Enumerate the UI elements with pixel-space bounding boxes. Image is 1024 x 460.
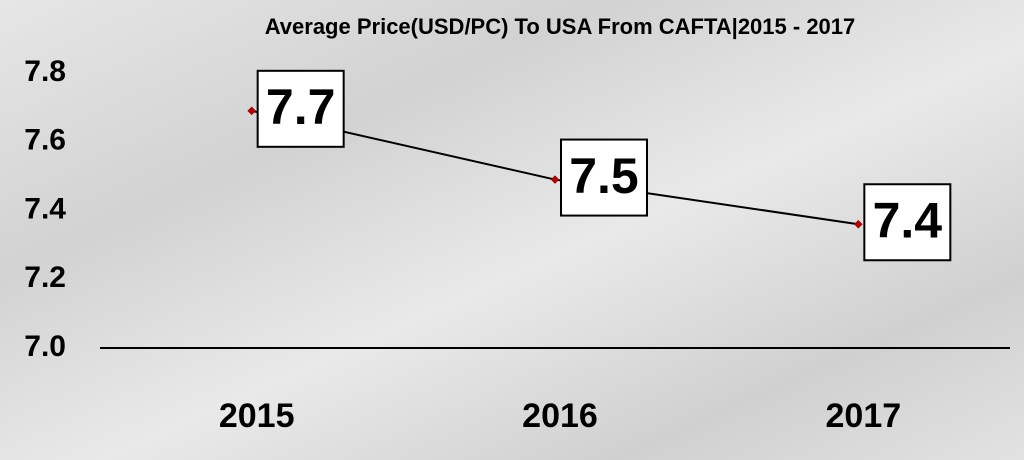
label-box (256, 69, 345, 148)
y-tick-label: 7.0 (24, 330, 66, 363)
y-tick-label: 7.2 (24, 261, 66, 294)
data-label: 7.5 (569, 148, 639, 204)
x-tick-label: 2015 (219, 397, 295, 435)
label-box (560, 138, 648, 217)
data-label: 7.7 (266, 79, 336, 135)
label-box (863, 183, 952, 262)
y-tick-label: 7.4 (24, 192, 66, 225)
marker (247, 106, 257, 116)
y-tick-label: 7.8 (24, 55, 66, 88)
y-tick-label: 7.6 (24, 124, 66, 157)
x-tick-label: 2017 (826, 397, 902, 435)
chart-title: Average Price(USD/PC) To USA From CAFTA|… (265, 14, 856, 39)
data-label: 7.4 (873, 192, 943, 248)
marker (853, 219, 863, 229)
x-tick-label: 2016 (522, 397, 598, 435)
marker (550, 175, 560, 184)
